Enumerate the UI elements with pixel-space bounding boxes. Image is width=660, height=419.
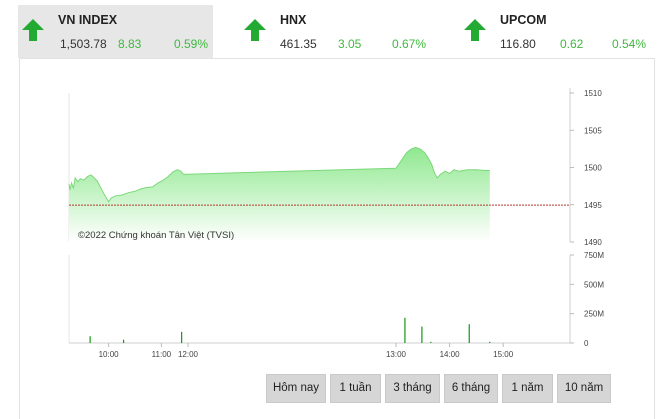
price-tick-label: 1500 bbox=[584, 164, 602, 173]
up-arrow-icon bbox=[22, 19, 44, 41]
price-area bbox=[69, 147, 490, 242]
price-tick-label: 1505 bbox=[584, 126, 602, 135]
price-line bbox=[68, 146, 490, 203]
index-name: UPCOM bbox=[500, 13, 547, 27]
time-tick-label: 12:00 bbox=[178, 350, 199, 359]
range-button-1-week[interactable]: 1 tuần bbox=[330, 374, 381, 403]
index-change: 0.62 bbox=[560, 37, 584, 51]
index-change: 8.83 bbox=[118, 37, 142, 51]
time-tick-label: 13:00 bbox=[386, 350, 407, 359]
index-value: 1,503.78 bbox=[60, 37, 107, 51]
index-change: 3.05 bbox=[338, 37, 362, 51]
tab-hnx[interactable]: HNX 461.35 3.05 0.67% bbox=[240, 5, 435, 58]
copyright-text: ©2022 Chứng khoán Tân Việt (TVSI) bbox=[78, 230, 234, 241]
index-tabs: VN INDEX 1,503.78 8.83 0.59% HNX 461.35 … bbox=[0, 0, 660, 58]
index-percent: 0.59% bbox=[174, 37, 209, 51]
range-button-10-years[interactable]: 10 năm bbox=[557, 374, 611, 403]
index-percent: 0.67% bbox=[392, 37, 427, 51]
range-button-6-months[interactable]: 6 tháng bbox=[444, 374, 498, 403]
time-tick-label: 14:00 bbox=[440, 350, 461, 359]
price-tick-label: 1490 bbox=[584, 238, 602, 247]
time-tick-label: 10:00 bbox=[99, 350, 120, 359]
index-name: VN INDEX bbox=[58, 13, 118, 27]
index-value: 116.80 bbox=[500, 37, 536, 51]
index-percent: 0.54% bbox=[612, 37, 647, 51]
tab-vn-index[interactable]: VN INDEX 1,503.78 8.83 0.59% bbox=[18, 5, 213, 58]
volume-tick-label: 0 bbox=[584, 339, 589, 348]
time-tick-label: 11:00 bbox=[152, 350, 172, 359]
volume-tick-label: 250M bbox=[584, 310, 604, 319]
volume-tick-label: 750M bbox=[584, 251, 604, 260]
index-value: 461.35 bbox=[280, 37, 317, 51]
range-button-3-months[interactable]: 3 tháng bbox=[385, 374, 440, 403]
volume-tick-label: 500M bbox=[584, 280, 604, 289]
index-chart: 1510 1505 1500 1495 1490 ©2022 Chứng khoán Tâ… bbox=[68, 88, 604, 359]
tab-upcom[interactable]: UPCOM 116.80 0.62 0.54% bbox=[460, 5, 655, 58]
index-name: HNX bbox=[280, 13, 307, 27]
price-tick-label: 1510 bbox=[584, 89, 602, 98]
range-button-today[interactable]: Hôm nay bbox=[266, 374, 326, 403]
up-arrow-icon bbox=[464, 19, 486, 41]
price-tick-label: 1495 bbox=[584, 201, 602, 210]
range-button-1-year[interactable]: 1 năm bbox=[502, 374, 553, 403]
up-arrow-icon bbox=[244, 19, 266, 41]
time-tick-label: 15:00 bbox=[493, 350, 514, 359]
